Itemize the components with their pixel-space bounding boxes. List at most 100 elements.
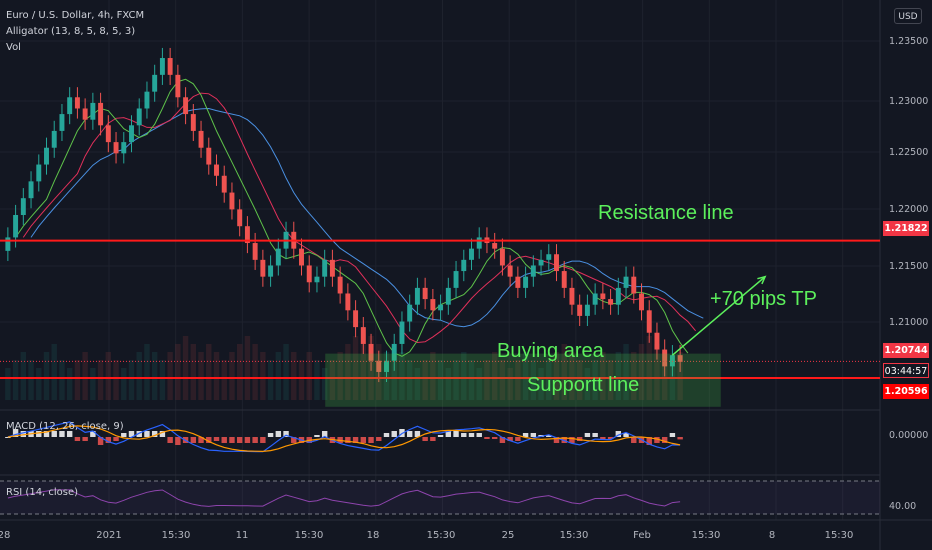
support-line-label[interactable]: Supportt line: [527, 374, 640, 396]
macd-histogram-bar: [159, 431, 166, 437]
buying-area-label[interactable]: Buying area: [497, 340, 604, 362]
macd-histogram-bar: [252, 437, 258, 443]
volume-bar: [530, 360, 537, 400]
volume-bar: [151, 352, 158, 400]
time-tick: 15:30: [559, 530, 589, 541]
candle-body: [430, 299, 436, 311]
macd-legend[interactable]: MACD (12, 26, close, 9): [6, 421, 124, 432]
macd-histogram-bar: [677, 437, 683, 440]
candle-body: [507, 265, 513, 277]
candle-body: [206, 147, 212, 165]
volume-bar: [499, 360, 506, 400]
volume-bar: [600, 352, 606, 400]
volume-bar: [445, 368, 452, 400]
candle-body: [376, 360, 382, 372]
currency-button[interactable]: USD: [894, 8, 922, 24]
rsi-legend[interactable]: RSI (14, close): [6, 487, 79, 498]
candle-body: [669, 355, 675, 367]
candle-body: [322, 259, 328, 277]
volume-bar: [182, 336, 189, 400]
macd-histogram-bar: [352, 437, 359, 443]
candle-body: [337, 276, 343, 294]
macd-histogram-bar: [646, 437, 652, 445]
volume-bar: [352, 336, 359, 400]
candle-body: [499, 248, 505, 266]
rsi-plot: [0, 480, 880, 515]
volume-bar: [461, 352, 467, 400]
volume-bar: [283, 344, 289, 400]
volume-bar: [121, 368, 127, 400]
rsi-line: [7, 489, 681, 507]
time-tick: Feb: [633, 530, 651, 541]
volume-bar: [414, 368, 421, 400]
candle-body: [90, 102, 96, 120]
candle-body: [492, 243, 498, 249]
alligator-lines: [15, 78, 704, 357]
candle-body: [639, 293, 644, 311]
candle-body: [113, 142, 119, 154]
candle-body: [44, 147, 49, 165]
price-tick: 1.23000: [889, 96, 929, 107]
candle-body: [461, 259, 467, 272]
macd-histogram-bar: [476, 433, 482, 437]
volume-bar: [105, 352, 112, 400]
macd-histogram-bar: [51, 431, 57, 437]
buying-area-zone: [325, 353, 721, 407]
volume-bar: [20, 352, 27, 400]
time-tick: 25: [501, 530, 515, 541]
volume-bar: [453, 360, 459, 400]
macd-histogram-bar: [36, 431, 42, 437]
symbol-legend[interactable]: Euro / U.S. Dollar, 4h, FXCM: [6, 10, 145, 21]
volume-bar: [507, 368, 513, 400]
candle-body: [13, 215, 19, 238]
macd-histogram-bar: [113, 437, 119, 441]
volume-bar: [515, 360, 521, 400]
macd-histogram-bar: [553, 437, 560, 443]
volume-bar: [260, 352, 266, 400]
candle-body: [399, 321, 405, 344]
target-label[interactable]: +70 pips TP: [710, 288, 817, 310]
drawings[interactable]: [325, 275, 767, 407]
macd-histogram-bar: [376, 437, 382, 441]
resistance-price-tag: 1.21822: [883, 221, 929, 236]
vol-legend[interactable]: Vol: [6, 42, 21, 53]
macd-histogram-bar: [5, 437, 11, 438]
time-tick: 15:30: [426, 530, 456, 541]
volume-bar: [59, 360, 65, 400]
resistance-line-label[interactable]: Resistance line: [598, 202, 734, 224]
macd-histogram-bar: [275, 431, 282, 437]
levels[interactable]: [0, 239, 880, 380]
candle-body: [175, 74, 181, 98]
candle-body: [391, 343, 397, 361]
volume-bar: [306, 352, 312, 400]
time-tick: 18: [366, 530, 380, 541]
candle-body: [152, 74, 158, 92]
volume-bar: [607, 360, 614, 400]
candle-body: [600, 293, 606, 300]
macd-histogram-bar: [414, 431, 421, 437]
macd-histogram-bar: [607, 437, 614, 439]
macd-histogram-bar: [499, 437, 506, 443]
volume-bar: [66, 368, 73, 400]
macd-zero-tick: 0.00000: [889, 430, 929, 441]
volume-bar: [275, 352, 282, 400]
macd-histogram-bar: [522, 433, 529, 437]
macd-histogram-bar: [90, 431, 96, 437]
candle-body: [623, 276, 629, 288]
candle-body: [476, 237, 482, 249]
macd-histogram-bar: [206, 437, 212, 443]
alligator-lips-line: [15, 78, 689, 357]
volume-bar: [468, 360, 475, 400]
volume-bar: [623, 344, 629, 400]
alligator-legend[interactable]: Alligator (13, 8, 5, 8, 5, 3): [6, 26, 136, 37]
candle-body: [237, 209, 243, 227]
macd-histogram-bar: [345, 437, 351, 443]
price-tick: 1.21000: [889, 317, 929, 328]
volume-bar: [213, 352, 220, 400]
candle-body: [159, 58, 165, 75]
volume-bar: [82, 352, 88, 400]
candle-body: [314, 276, 320, 283]
macd-histogram-bar: [437, 435, 444, 437]
candle-body: [252, 243, 258, 260]
